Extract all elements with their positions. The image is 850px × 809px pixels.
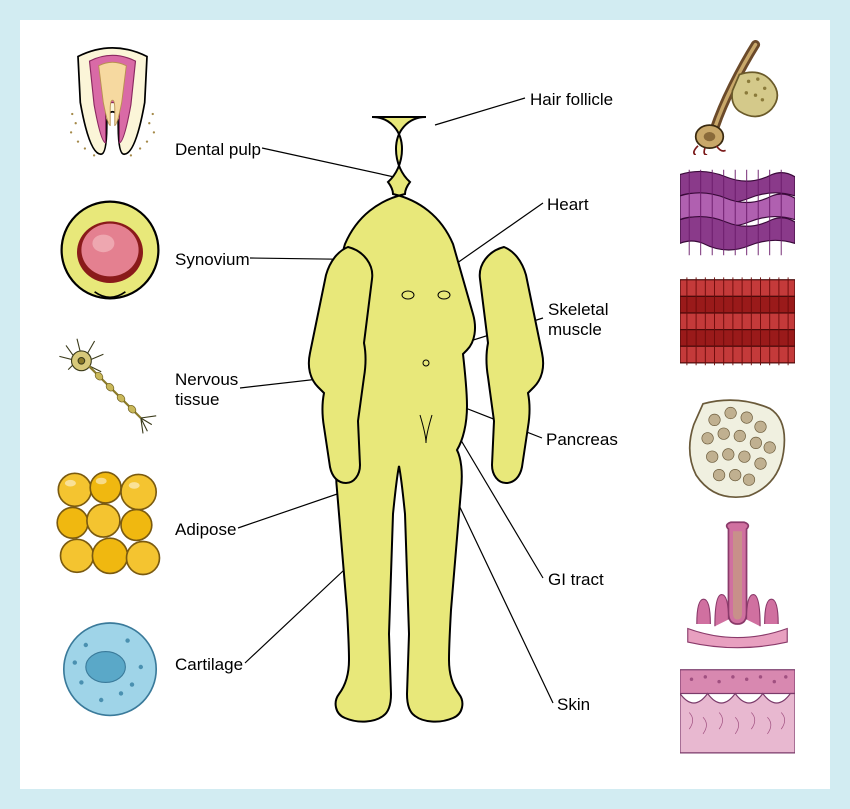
hair-follicle-label: Hair follicle (530, 90, 613, 110)
synovium-label: Synovium (175, 250, 250, 270)
skin-label: Skin (557, 695, 590, 715)
adipose-label: Adipose (175, 520, 236, 540)
outer-frame: Dental pulp Synovium Nervous tissue Adip… (0, 0, 850, 809)
nervous-tissue-label: Nervous tissue (175, 370, 238, 411)
heart-tissue-icon (680, 165, 795, 260)
dental-pulp-icon (55, 45, 170, 160)
gi-tract-label: GI tract (548, 570, 604, 590)
skeletal-muscle-icon (680, 275, 795, 370)
nervous-tissue-icon (55, 330, 165, 440)
pancreas-label: Pancreas (546, 430, 618, 450)
cartilage-icon (55, 612, 165, 722)
adipose-icon (55, 470, 165, 580)
skeletal-muscle-label: Skeletal muscle (548, 300, 608, 341)
skin-icon (680, 665, 795, 760)
hair-follicle-icon (675, 40, 790, 155)
dental-pulp-label: Dental pulp (175, 140, 261, 160)
diagram-panel: Dental pulp Synovium Nervous tissue Adip… (20, 20, 830, 789)
pancreas-icon (680, 390, 795, 505)
gi-tract-icon (680, 520, 795, 650)
heart-label: Heart (547, 195, 589, 215)
synovium-icon (55, 195, 165, 305)
cartilage-label: Cartilage (175, 655, 243, 675)
human-body-icon (306, 115, 546, 745)
